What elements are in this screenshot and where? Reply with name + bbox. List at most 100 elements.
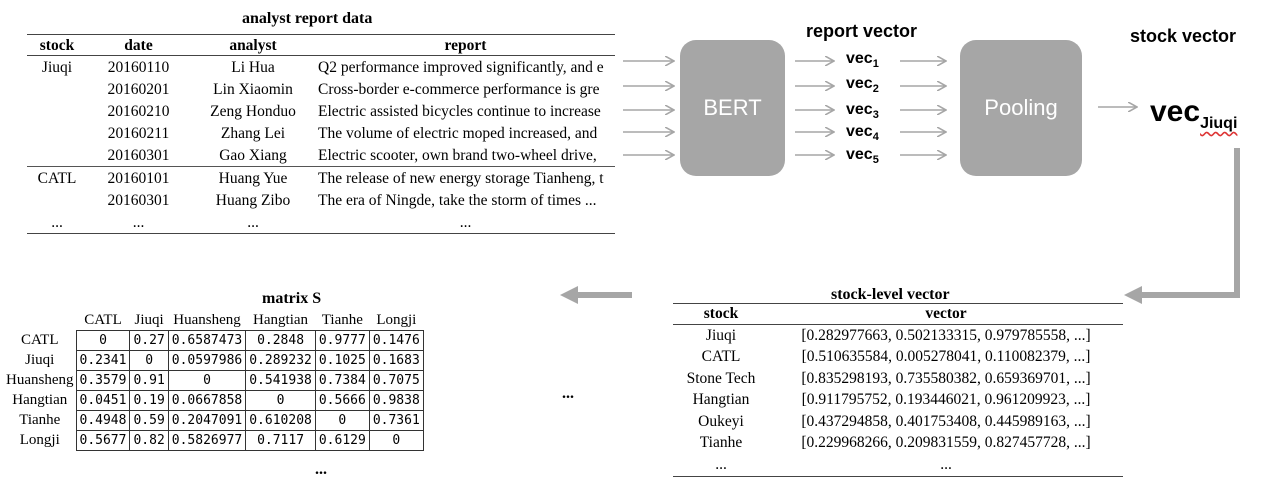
analyst-cell: Li Hua (231, 58, 275, 76)
stock-level-header-0: stock (703, 305, 739, 322)
analyst-header-0: stock (39, 36, 75, 54)
matrix-col-label: Jiuqi (134, 311, 164, 328)
analyst-cell: 20160101 (107, 169, 170, 187)
analyst-cell: Gao Xiang (219, 146, 287, 164)
matrix-ellipsis-right: ... (562, 385, 574, 402)
matrix-cell: 0.2848 (245, 330, 316, 351)
matrix-row-label: Jiuqi (25, 352, 55, 368)
analyst-cell: Zeng Honduo (210, 102, 296, 120)
vec-1-label: vec1 (846, 50, 879, 71)
table-row: 20160301 Gao Xiang Electric scooter, own b… (27, 144, 615, 167)
analyst-cell: Jiuqi (41, 58, 73, 76)
matrix-cell: 0 (75, 330, 131, 351)
analyst-cell: Q2 performance improved significantly, a… (318, 58, 604, 76)
analyst-cell: 20160201 (107, 80, 170, 98)
stock-level-cell: [0.282977663, 0.502133315, 0.979785558, … (801, 326, 1091, 344)
stock-level-cell: Oukeyi (698, 412, 744, 430)
analyst-cell: Huang Zibo (215, 191, 291, 209)
matrix-cell: 0.0597986 (167, 350, 247, 371)
matrix-cell: 0.610208 (245, 410, 316, 431)
matrix-row-label: CATL (21, 332, 59, 348)
matrix-cell: 0.7075 (368, 370, 424, 391)
analyst-cell: 20160210 (107, 102, 170, 120)
analyst-cell: 20160301 (107, 191, 170, 209)
analyst-cell: The release of new energy storage Tianhe… (318, 169, 604, 187)
matrix-cell: 0.7117 (245, 430, 316, 451)
matrix-cell: 0.1683 (368, 350, 424, 371)
analyst-cell: ... (247, 213, 259, 231)
stock-level-cell: [0.835298193, 0.735580382, 0.659369701, … (801, 369, 1091, 387)
matrix-cell: 0.27 (129, 330, 169, 351)
analyst-cell: Electric assisted bicycles continue to i… (318, 102, 601, 120)
table-row: CATL [0.510635584, 0.005278041, 0.1100823… (673, 347, 1123, 369)
analyst-cell: 20160211 (107, 124, 170, 142)
analyst-cell: Electric scooter, own brand two-wheel dr… (318, 146, 597, 164)
analyst-cell: ... (132, 213, 145, 231)
analyst-cell: Lin Xiaomin (213, 80, 293, 98)
matrix-row: Longji 0.5677 0.82 0.5826977 0.7117 0.6129 0 (4, 430, 424, 451)
stock-vec-jiuqi: vecJiuqi (1150, 95, 1238, 133)
analyst-cell: Huang Yue (218, 169, 288, 187)
matrix-cell: 0.289232 (245, 350, 316, 371)
matrix-row: CATL 0 0.27 0.6587473 0.2848 0.9777 0.1476 (4, 330, 424, 351)
matrix-cell: 0 (245, 390, 316, 411)
analyst-report-table: stock date analyst report Jiuqi 20160110 Li H… (27, 34, 615, 234)
vec-5-label: vec5 (846, 146, 879, 167)
stock-level-table: stock vector Jiuqi [0.282977663, 0.5021333… (673, 303, 1123, 477)
matrix-ellipsis-bottom: ... (315, 461, 327, 478)
matrix-cell: 0.19 (129, 390, 169, 411)
matrix-cell: 0.82 (129, 430, 169, 451)
matrix-cell: 0.6587473 (167, 330, 247, 351)
matrix-cell: 0.9777 (314, 330, 370, 351)
vec-2-label: vec2 (846, 75, 879, 96)
table-row: CATL 20160101 Huang Yue The release of new … (27, 166, 615, 190)
analyst-cell: CATL (37, 169, 77, 187)
stock-level-title: stock-level vector (831, 286, 950, 303)
matrix-cell: 0.6129 (314, 430, 370, 451)
analyst-cell: The volume of electric moped increased, … (318, 124, 598, 142)
analyst-header-3: report (444, 36, 487, 54)
matrix-cell: 0.5826977 (167, 430, 247, 451)
matrix-cell: 0.7384 (314, 370, 370, 391)
matrix-cell: 0 (167, 370, 247, 391)
bert-box: BERT (680, 40, 785, 176)
matrix-cell: 0.59 (129, 410, 169, 431)
analyst-header-1: date (124, 36, 153, 54)
matrix-col-label: Longji (376, 311, 417, 328)
matrix-cell: 0.0451 (75, 390, 131, 411)
analyst-cell: Zhang Lei (220, 124, 286, 142)
analyst-cell: ... (51, 213, 63, 231)
matrix-row-label: Hangtian (12, 392, 68, 408)
table-row: 20160201 Lin Xiaomin Cross-border e-commer… (27, 78, 615, 100)
table-row: ...... (673, 454, 1123, 476)
matrix-cell: 0.4948 (75, 410, 131, 431)
matrix-col-label: Tianhe (321, 311, 363, 328)
matrix-corner (4, 310, 76, 331)
stock-level-cell: [0.437294858, 0.401753408, 0.445989163, … (801, 412, 1091, 430)
table-row: Jiuqi [0.282977663, 0.502133315, 0.979785… (673, 325, 1123, 347)
stock-level-cell: Stone Tech (686, 369, 756, 387)
stock-level-cell: Hangtian (692, 391, 750, 409)
analyst-table-title: analyst report data (242, 10, 373, 27)
table-row: 20160211 Zhang Lei The volume of electric … (27, 122, 615, 144)
vec-4-label: vec4 (846, 123, 879, 144)
analyst-cell: The era of Ningde, take the storm of tim… (318, 191, 597, 209)
table-row: ............ (27, 211, 615, 234)
table-row: 20160210 Zeng Honduo Electric assisted bic… (27, 100, 615, 122)
stock-level-cell: Tianhe (699, 434, 743, 452)
matrix-col-label: Huansheng (173, 311, 241, 328)
matrix-s-table: CATL Jiuqi Huansheng Hangtian Tianhe Longji C… (4, 310, 424, 451)
matrix-cell: 0 (314, 410, 370, 431)
arrow-to-stock-level-table (1124, 148, 1240, 304)
matrix-row: Tianhe 0.4948 0.59 0.2047091 0.610208 0 0.7361 (4, 410, 424, 431)
matrix-cell: 0.5677 (75, 430, 131, 451)
stock-level-cell: ... (715, 455, 727, 473)
table-row: Tianhe [0.229968266, 0.209831559, 0.82745… (673, 433, 1123, 455)
matrix-cell: 0.2341 (75, 350, 131, 371)
table-row: Hangtian [0.911795752, 0.193446021, 0.961… (673, 390, 1123, 412)
analyst-cell: Cross-border e-commerce performance is g… (318, 80, 600, 98)
matrix-col-label: CATL (84, 311, 122, 328)
stock-level-cell: [0.510635584, 0.005278041, 0.110082379, … (801, 348, 1091, 366)
analyst-cell: ... (459, 213, 472, 231)
